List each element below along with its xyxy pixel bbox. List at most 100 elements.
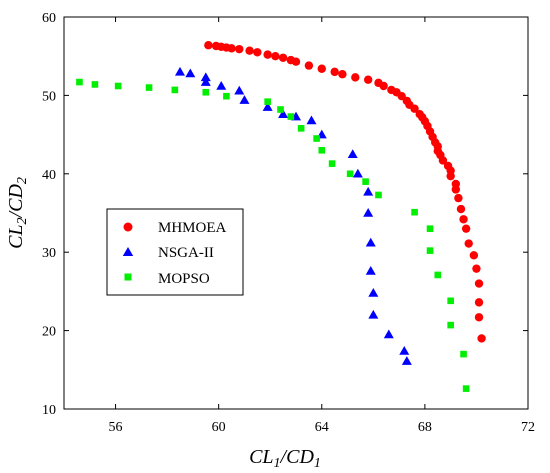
legend-marker-mopso xyxy=(124,273,132,281)
nsga-ii-point xyxy=(399,345,410,355)
y-tick-label: 10 xyxy=(42,403,56,418)
mopso-point xyxy=(460,350,467,358)
mopso-point xyxy=(426,247,434,254)
data-marks xyxy=(76,41,486,392)
mhmoea-point xyxy=(227,44,236,53)
y-title-cl-sub: 2 xyxy=(15,217,30,224)
y-tick-label: 20 xyxy=(42,325,56,340)
mopso-point xyxy=(91,81,99,88)
mopso-point xyxy=(171,86,179,94)
nsga-ii-point xyxy=(306,115,317,125)
mopso-point xyxy=(346,170,354,178)
legend-label-mhmoea: MHMOEA xyxy=(158,220,227,236)
nsga-ii-point xyxy=(175,66,185,76)
mhmoea-point xyxy=(446,171,455,181)
mopso-point xyxy=(145,84,153,91)
nsga-ii-point xyxy=(401,356,412,365)
y-title-cl: CL xyxy=(5,224,27,248)
nsga-ii-point xyxy=(383,329,394,339)
x-title-cd-sub: 1 xyxy=(314,456,321,471)
nsga-ii-point xyxy=(363,186,374,196)
mopso-point xyxy=(447,297,454,305)
nsga-ii-point xyxy=(216,80,227,90)
mopso-point xyxy=(462,385,470,392)
nsga-ii-point xyxy=(365,237,376,247)
mhmoea-point xyxy=(474,298,484,307)
mhmoea-point xyxy=(410,104,419,113)
legend-label-mopso: MOPSO xyxy=(158,271,210,287)
y-tick-label: 50 xyxy=(42,89,56,104)
nsga-ii-point xyxy=(352,168,363,178)
mopso-point xyxy=(318,146,326,154)
y-title-cd: CD xyxy=(5,184,27,212)
mhmoea-point xyxy=(330,67,339,77)
nsga-ii-point xyxy=(363,208,374,217)
mopso-point xyxy=(447,321,454,329)
x-title-sep: / xyxy=(280,446,289,468)
legend: MHMOEA NSGA-II MOPSO xyxy=(106,208,244,296)
legend-label-nsga2: NSGA-II xyxy=(158,245,214,261)
nsga-ii-point xyxy=(262,102,273,111)
y-title-cd-sub: 2 xyxy=(15,177,30,184)
mhmoea-point xyxy=(204,41,213,50)
legend-marker-nsga2 xyxy=(122,247,134,256)
mhmoea-point xyxy=(461,224,471,233)
mhmoea-point xyxy=(477,334,486,343)
mhmoea-point xyxy=(464,239,473,248)
mhmoea-point xyxy=(363,75,373,84)
x-tick-label: 60 xyxy=(212,420,226,435)
nsga-ii-point xyxy=(368,287,379,297)
mhmoea-point xyxy=(469,251,479,260)
y-tick-label: 60 xyxy=(42,11,56,26)
mopso-point xyxy=(76,78,83,86)
x-title-cl: CL xyxy=(249,446,273,468)
nsga-ii-point xyxy=(234,85,245,95)
mhmoea-point xyxy=(338,70,347,79)
nsga-ii-point xyxy=(347,149,358,158)
x-title-cl-sub: 1 xyxy=(274,456,281,471)
mopso-point xyxy=(114,82,122,90)
mhmoea-point xyxy=(235,44,244,54)
x-tick-label: 64 xyxy=(315,420,329,435)
nsga-ii-point xyxy=(368,309,379,319)
mopso-point xyxy=(202,88,210,96)
y-tick-label: 30 xyxy=(42,246,56,261)
mhmoea-point xyxy=(379,81,388,91)
nsga-ii-point xyxy=(365,266,376,275)
mopso-point xyxy=(426,225,434,232)
x-tick-label: 72 xyxy=(521,420,535,435)
nsga-ii-point xyxy=(278,109,289,118)
nsga-ii-point xyxy=(239,95,250,104)
mhmoea-point xyxy=(451,185,461,194)
mhmoea-point xyxy=(474,279,484,288)
mhmoea-point xyxy=(454,193,463,203)
mopso-point xyxy=(287,113,295,120)
mopso-point xyxy=(313,135,320,142)
mopso-point xyxy=(223,92,230,100)
mhmoea-point xyxy=(278,53,288,62)
x-tick-label: 68 xyxy=(418,420,432,435)
mhmoea-point xyxy=(317,64,326,73)
legend-marker-mhmoea xyxy=(123,222,133,232)
mhmoea-point xyxy=(245,46,254,55)
mopso-point xyxy=(375,191,382,199)
y-axis-title: CL2/CD2 xyxy=(5,177,30,249)
axis-ticks: 56 60 64 68 72 10 20 30 40 50 60 xyxy=(42,11,535,435)
plot-frame xyxy=(63,16,529,410)
nsga-ii-point xyxy=(185,68,196,78)
nsga-ii-point xyxy=(200,72,211,82)
nsga-ii-point xyxy=(200,77,211,86)
mopso-point xyxy=(362,178,369,185)
mhmoea-point xyxy=(438,156,448,165)
mhmoea-point xyxy=(271,52,280,61)
mhmoea-point xyxy=(459,215,468,224)
x-title-cd: CD xyxy=(286,446,314,468)
y-tick-label: 40 xyxy=(42,168,56,183)
mhmoea-point xyxy=(351,73,360,82)
mopso-point xyxy=(434,271,442,279)
mopso-point xyxy=(328,160,336,167)
x-tick-label: 56 xyxy=(109,420,123,435)
x-axis-title: CL1/CD1 xyxy=(249,446,321,471)
y-title-sep: / xyxy=(5,209,27,218)
